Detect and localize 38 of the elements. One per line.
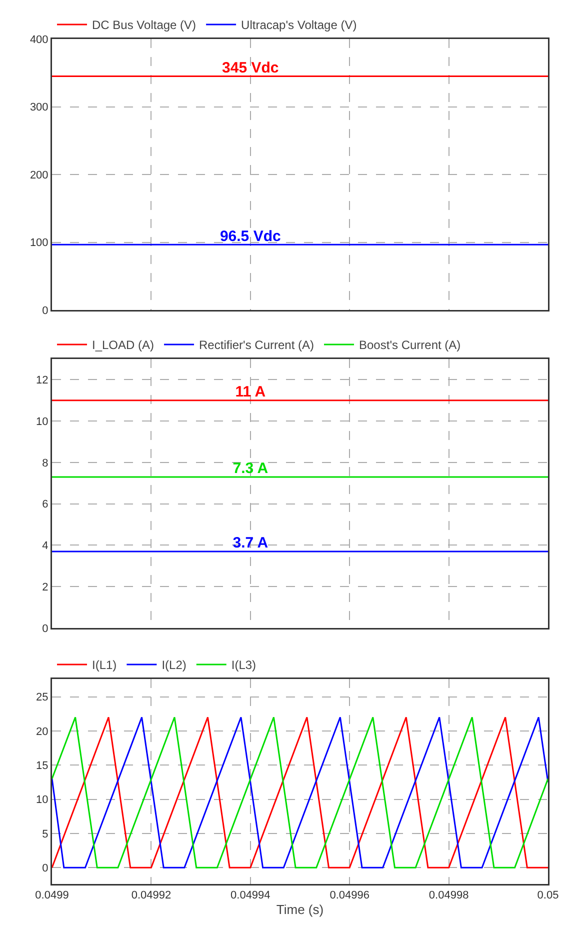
y-tick-label: 200 xyxy=(30,169,48,182)
y-tick-label: 10 xyxy=(36,794,48,806)
data-label: 7.3 A xyxy=(232,460,268,478)
x-tick-label: 0.04996 xyxy=(330,890,370,902)
y-tick-label: 300 xyxy=(30,102,48,114)
x-axis-title: Time (s) xyxy=(276,902,324,918)
y-tick-label: 10 xyxy=(36,416,48,428)
y-tick-label: 2 xyxy=(42,581,48,594)
y-tick-label: 8 xyxy=(42,457,48,470)
x-tick-label: 0.0499 xyxy=(35,890,69,902)
data-label: 11 A xyxy=(235,384,266,401)
legend-label: Boost's Current (A) xyxy=(359,338,461,352)
y-tick-label: 0 xyxy=(42,622,48,635)
y-tick-label: 0 xyxy=(42,862,48,874)
legend-label: Rectifier's Current (A) xyxy=(199,338,314,352)
y-tick-label: 400 xyxy=(30,34,48,46)
x-tick-label: 0.04998 xyxy=(428,890,469,902)
y-tick-label: 20 xyxy=(36,726,48,738)
y-tick-label: 0 xyxy=(42,304,48,317)
x-tick-label: 0.04992 xyxy=(131,890,172,902)
legend-label: DC Bus Voltage (V) xyxy=(92,18,196,32)
legend-label: I(L1) xyxy=(92,658,117,672)
y-tick-label: 25 xyxy=(36,692,48,704)
legend-label: I_LOAD (A) xyxy=(92,338,154,352)
y-tick-label: 100 xyxy=(30,237,48,250)
legend-label: Ultracap's Voltage (V) xyxy=(241,18,357,32)
y-tick-label: 6 xyxy=(42,498,48,511)
y-tick-label: 12 xyxy=(36,374,48,387)
data-label: 3.7 A xyxy=(232,534,268,552)
y-tick-label: 5 xyxy=(42,828,48,840)
x-tick-label: 0.05 xyxy=(537,890,559,902)
legend-label: I(L2) xyxy=(162,658,186,672)
data-label: 345 Vdc xyxy=(222,60,279,77)
y-tick-label: 15 xyxy=(36,760,48,772)
x-tick-label: 0.04994 xyxy=(230,890,270,902)
y-tick-label: 4 xyxy=(42,540,48,552)
legend-label: I(L3) xyxy=(231,658,256,672)
data-label: 96.5 Vdc xyxy=(220,228,281,245)
